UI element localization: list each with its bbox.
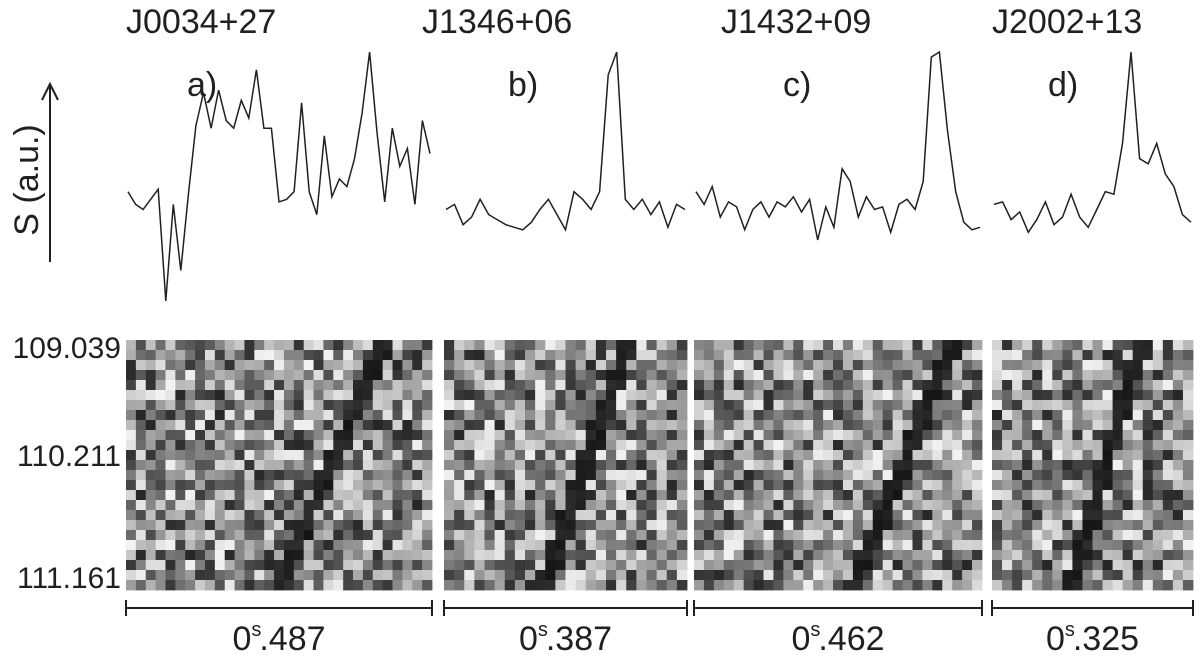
panel-1: J0034+27a)0s.487 <box>125 3 433 656</box>
frequency-tick-label-top: 109.039 <box>13 332 121 365</box>
panel-4: J2002+13 d) 0s.325 <box>991 3 1194 656</box>
period-label: 0s.462 <box>791 619 884 656</box>
pulse-profile-line <box>695 50 981 241</box>
period-scale-bar <box>125 600 433 616</box>
pulse-profile-line <box>445 51 686 232</box>
period-scale-bar <box>443 600 688 616</box>
frequency-tick-label-bottom: 111.161 <box>17 562 121 595</box>
period-label: 0s.325 <box>1046 619 1139 656</box>
period-label: 0s.387 <box>519 619 612 656</box>
period-label: 0s.487 <box>232 619 325 656</box>
panel-source-name: J2002+13 <box>992 3 1142 41</box>
y-axis-arrow-head-icon <box>41 81 59 101</box>
frequency-tick-labels: 109.039 110.211 111.161 <box>13 332 121 595</box>
panel-3: J1432+09 c) 0s.462 <box>693 3 983 656</box>
panel-letter: d) <box>1048 66 1078 104</box>
panel-source-name: J0034+27 <box>126 3 276 41</box>
panel-2: J1346+06 b) 0s.387 <box>422 3 688 656</box>
dynamic-spectrum <box>694 340 983 591</box>
pulse-profile-line <box>993 51 1192 234</box>
period-scale-bar <box>991 600 1194 616</box>
dynamic-spectrum <box>126 340 433 591</box>
pulse-profile-line <box>127 51 431 301</box>
y-axis-group: S (a.u.) <box>8 81 59 262</box>
period-scale-bar <box>693 600 983 616</box>
panel-source-name: J1432+09 <box>721 3 871 41</box>
frequency-tick-label-middle: 110.211 <box>17 440 121 473</box>
panel-letter: b) <box>508 66 538 104</box>
panel-letter: c) <box>783 66 811 104</box>
dynamic-spectrum <box>992 340 1194 591</box>
dynamic-spectrum <box>444 340 688 591</box>
y-axis-label: S (a.u.) <box>8 124 46 235</box>
panel-source-name: J1346+06 <box>422 3 572 41</box>
